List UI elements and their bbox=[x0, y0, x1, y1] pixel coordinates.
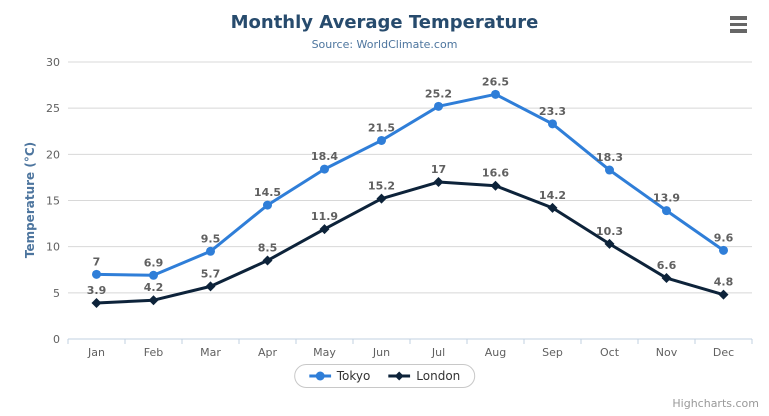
x-axis-tick-label: Oct bbox=[600, 346, 620, 359]
tokyo-point-dec[interactable] bbox=[719, 245, 728, 255]
london-point-nov[interactable] bbox=[661, 273, 672, 284]
london-data-label: 14.2 bbox=[539, 189, 566, 202]
hamburger-bar bbox=[730, 22, 747, 27]
tokyo-data-label: 18.4 bbox=[311, 150, 338, 163]
tokyo-data-label: 13.9 bbox=[653, 192, 680, 205]
london-point-oct[interactable] bbox=[604, 238, 615, 249]
london-data-label: 3.9 bbox=[87, 284, 107, 297]
legend-label: Tokyo bbox=[336, 369, 371, 383]
chart-title: Monthly Average Temperature bbox=[230, 12, 539, 33]
hamburger-menu-icon[interactable] bbox=[730, 16, 747, 33]
y-axis-tick-label: 15 bbox=[46, 195, 60, 208]
tokyo-data-label: 25.2 bbox=[425, 87, 452, 100]
x-axis-tick-label: Aug bbox=[485, 346, 506, 359]
london-point-feb[interactable] bbox=[148, 295, 159, 306]
hamburger-bar bbox=[730, 29, 747, 33]
legend-label: London bbox=[416, 369, 461, 383]
tokyo-point-sep[interactable] bbox=[548, 119, 557, 129]
tokyo-point-may[interactable] bbox=[320, 164, 329, 174]
hamburger-bar bbox=[730, 16, 747, 20]
london-point-mar[interactable] bbox=[205, 281, 216, 292]
x-axis-tick-label: May bbox=[313, 346, 336, 359]
tokyo-point-aug[interactable] bbox=[491, 89, 500, 99]
credits-link[interactable]: Highcharts.com bbox=[672, 397, 759, 410]
y-axis-title: Temperature (°C) bbox=[23, 142, 37, 258]
tokyo-data-label: 9.6 bbox=[714, 231, 734, 244]
london-point-jun[interactable] bbox=[376, 193, 387, 204]
tokyo-point-jan[interactable] bbox=[92, 269, 101, 279]
london-point-sep[interactable] bbox=[547, 202, 558, 213]
axes: 0 5 10 15 20 25 30 Jan Feb Mar Apr May Jun Jul Aug Sep O… bbox=[46, 56, 753, 359]
circle-legend-marker-icon bbox=[308, 371, 331, 381]
tokyo-data-label: 6.9 bbox=[144, 256, 164, 269]
london-data-label: 8.5 bbox=[258, 242, 278, 255]
y-axis-tick-label: 30 bbox=[46, 56, 60, 69]
london-point-dec[interactable] bbox=[718, 289, 729, 300]
y-axis-tick-label: 10 bbox=[46, 241, 60, 254]
chart-subtitle: Source: WorldClimate.com bbox=[311, 38, 458, 51]
tokyo-line bbox=[95, 92, 725, 277]
tokyo-data-label: 21.5 bbox=[368, 121, 395, 134]
x-axis-tick-label: Jan bbox=[87, 346, 105, 359]
gridlines bbox=[68, 61, 752, 294]
london-data-label: 4.2 bbox=[144, 281, 164, 294]
london-data-label: 17 bbox=[431, 163, 446, 176]
diamond-legend-marker-icon bbox=[388, 371, 411, 381]
tokyo-data-label: 26.5 bbox=[482, 75, 509, 88]
x-axis-tick-label: Nov bbox=[656, 346, 678, 359]
london-point-apr[interactable] bbox=[262, 255, 273, 266]
london-point-jul[interactable] bbox=[433, 177, 444, 188]
x-axis-tick-label: Feb bbox=[144, 346, 163, 359]
london-data-label: 11.9 bbox=[311, 210, 338, 223]
tokyo-data-label: 14.5 bbox=[254, 186, 281, 199]
tokyo-point-jul[interactable] bbox=[434, 101, 443, 111]
tokyo-data-label: 23.3 bbox=[539, 105, 566, 118]
london-data-label: 15.2 bbox=[368, 180, 395, 193]
y-axis-tick-label: 20 bbox=[46, 148, 60, 161]
tokyo-data-label: 7 bbox=[93, 255, 101, 268]
legend-item-tokyo[interactable]: Tokyo bbox=[308, 369, 371, 383]
london-data-label: 10.3 bbox=[596, 225, 623, 238]
y-axis-tick-label: 5 bbox=[53, 287, 60, 300]
tokyo-data-label: 9.5 bbox=[201, 232, 221, 245]
london-data-label: 4.8 bbox=[714, 276, 734, 289]
london-data-label: 6.6 bbox=[657, 259, 677, 272]
legend: Tokyo London bbox=[293, 364, 476, 388]
x-axis-tick-label: Mar bbox=[200, 346, 221, 359]
tokyo-point-apr[interactable] bbox=[263, 200, 272, 210]
tokyo-point-oct[interactable] bbox=[605, 165, 614, 175]
tokyo-point-mar[interactable] bbox=[206, 246, 215, 256]
tokyo-point-nov[interactable] bbox=[662, 206, 671, 216]
london-data-label: 16.6 bbox=[482, 167, 509, 180]
tokyo-point-jun[interactable] bbox=[377, 135, 386, 145]
x-axis-tick-label: Jun bbox=[372, 346, 390, 359]
legend-item-london[interactable]: London bbox=[388, 369, 460, 383]
tokyo-point-feb[interactable] bbox=[149, 270, 158, 280]
y-axis-tick-label: 0 bbox=[53, 333, 60, 346]
x-axis-tick-label: Apr bbox=[258, 346, 278, 359]
london-line bbox=[95, 180, 725, 305]
x-axis-tick-label: Dec bbox=[713, 346, 734, 359]
x-axis-tick-label: Jul bbox=[431, 346, 445, 359]
y-axis-tick-label: 25 bbox=[46, 102, 60, 115]
tokyo-data-label: 18.3 bbox=[596, 151, 623, 164]
series: 7 6.9 9.5 14.5 18.4 21.5 25.2 26.5 23.3 18.3 13.9 9… bbox=[87, 75, 734, 308]
x-axis-tick-label: Sep bbox=[542, 346, 563, 359]
london-point-may[interactable] bbox=[319, 224, 330, 235]
london-point-aug[interactable] bbox=[490, 180, 501, 191]
london-point-jan[interactable] bbox=[91, 297, 102, 308]
london-data-label: 5.7 bbox=[201, 267, 221, 280]
